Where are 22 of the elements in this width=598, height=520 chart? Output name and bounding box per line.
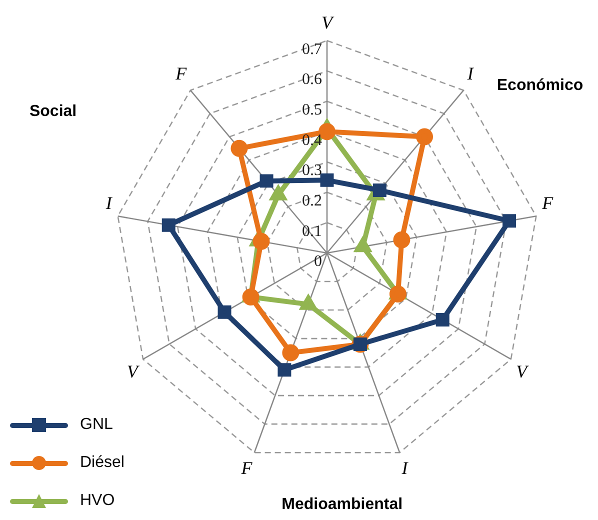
spoke-label: I — [400, 458, 409, 478]
y-tick-label: 0 — [314, 253, 322, 270]
y-tick-label: 0.2 — [302, 192, 322, 210]
spoke-label: F — [240, 458, 254, 478]
text: Económico — [496, 77, 584, 96]
y-tick-label: 0.7 — [302, 40, 322, 58]
legend-label: GNL — [80, 416, 113, 434]
y-tick-label: 0.3 — [302, 162, 322, 180]
legend-label: HVO — [80, 492, 115, 510]
y-tick-label: 0.5 — [302, 101, 322, 118]
text: Medioambiental — [282, 496, 403, 514]
spoke-label: I — [104, 193, 113, 214]
spoke-label: F — [174, 64, 188, 84]
spoke-label: F — [541, 193, 554, 214]
spoke-label: V — [516, 362, 530, 382]
y-tick-label: 0.6 — [302, 71, 322, 88]
y-tick-label: 0.1 — [302, 222, 322, 240]
text: Social — [29, 103, 77, 122]
spoke-label: V — [126, 362, 140, 382]
legend-label: Diésel — [80, 454, 124, 472]
spoke-label: I — [466, 64, 474, 84]
spoke-label: V — [322, 12, 334, 33]
